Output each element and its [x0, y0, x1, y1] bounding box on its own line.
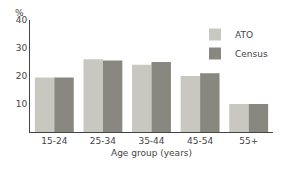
- svg-text:55+: 55+: [239, 136, 258, 146]
- svg-text:35-44: 35-44: [138, 136, 164, 146]
- svg-text:%: %: [15, 8, 24, 18]
- svg-text:20: 20: [16, 71, 28, 81]
- svg-text:40: 40: [16, 15, 28, 25]
- svg-text:10: 10: [16, 99, 28, 109]
- svg-text:ATO: ATO: [235, 30, 253, 40]
- svg-text:Age group (years): Age group (years): [111, 148, 192, 158]
- svg-text:15-24: 15-24: [41, 136, 67, 146]
- svg-text:45-54: 45-54: [187, 136, 213, 146]
- svg-text:30: 30: [16, 43, 28, 53]
- svg-text:Census: Census: [235, 49, 268, 59]
- svg-text:25-34: 25-34: [90, 136, 116, 146]
